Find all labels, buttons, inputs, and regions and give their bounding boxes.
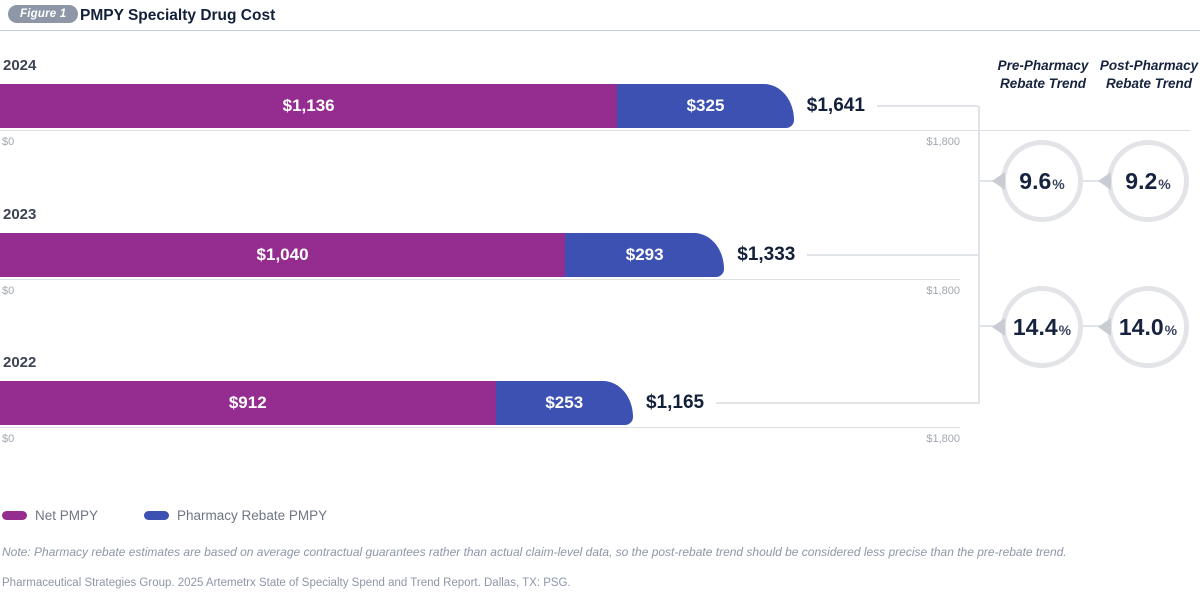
total-label-2024: $1,641 (806, 95, 865, 116)
axis-line-2023 (0, 279, 960, 280)
pre-rebate-trend-header: Pre-Pharmacy Rebate Trend (997, 58, 1089, 91)
bar-row-2023: 2023 $1,040 $293 $1,333 $0 $1,800 (0, 206, 978, 306)
pre-rebate-trend-value-2023: 14.4 (1012, 313, 1058, 340)
legend-item-net-pmpy: Net PMPY (2, 508, 98, 523)
rebate-value-label-2022: $253 (545, 393, 584, 412)
leader-line-2023 (807, 254, 978, 256)
circle-notch-icon (1098, 172, 1111, 190)
bar-2022: $912 $253 $1,165 (0, 381, 978, 425)
net-value-label-2022: $912 (228, 393, 267, 412)
year-label-2023: 2023 (3, 206, 37, 223)
figure-header: Figure 1 PMPY Specialty Drug Cost (0, 0, 1200, 31)
net-value-label-2024: $1,136 (282, 96, 335, 115)
axis-tick-max-2022: $1,800 (926, 433, 960, 445)
legend-label-net-pmpy: Net PMPY (35, 508, 99, 523)
axis-tick-min-2022: $0 (2, 433, 15, 445)
connector-circles-row1 (1082, 180, 1110, 182)
post-rebate-trend-value-2023: 14.0 (1118, 313, 1164, 340)
legend: Net PMPY Pharmacy Rebate PMPY (2, 508, 327, 523)
bar-segment-rebate-2023: $293 (565, 233, 725, 277)
figure-badge: Figure 1 (8, 5, 79, 23)
circle-notch-icon (992, 172, 1005, 190)
legend-label-pharmacy-rebate-pmpy: Pharmacy Rebate PMPY (177, 508, 328, 523)
bar-2023: $1,040 $293 $1,333 (0, 233, 978, 277)
post-rebate-trend-value-2024: 9.2 (1125, 167, 1158, 194)
connector-circles-row2 (1082, 325, 1110, 327)
pre-rebate-trend-value-2024: 9.6 (1019, 167, 1052, 194)
bar-segment-net-2022: $912 (0, 381, 496, 425)
percent-sign: % (1164, 322, 1178, 338)
percent-sign: % (1052, 176, 1065, 192)
post-rebate-trend-circle-2024: 9.2 % (1098, 140, 1189, 222)
year-label-2024: 2024 (3, 57, 37, 74)
rebate-value-label-2024: $325 (686, 96, 725, 115)
axis-tick-min-2024: $0 (2, 136, 15, 148)
bar-segment-rebate-2022: $253 (495, 381, 633, 425)
bar-2024: $1,136 $325 $1,641 (0, 84, 978, 128)
bar-row-2024: 2024 $1,136 $325 $1,641 $0 $1,800 (0, 57, 1190, 157)
axis-line-2024 (0, 130, 1190, 131)
axis-line-2022 (0, 427, 960, 428)
pre-rebate-trend-circle-2024: 9.6 % (992, 140, 1083, 222)
pre-rebate-trend-circle-2023: 14.4 % (992, 286, 1083, 368)
bar-row-2022: 2022 $912 $253 $1,165 $0 $1,800 (0, 354, 978, 454)
post-rebate-trend-circle-2023: 14.0 % (1098, 286, 1189, 368)
circle-notch-icon (992, 318, 1005, 336)
axis-tick-min-2023: $0 (2, 285, 15, 297)
footnote: Note: Pharmacy rebate estimates are base… (2, 545, 1067, 559)
bar-segment-net-2023: $1,040 (0, 233, 566, 277)
total-label-2023: $1,333 (737, 244, 796, 265)
legend-item-pharmacy-rebate-pmpy: Pharmacy Rebate PMPY (144, 508, 327, 523)
bar-segment-rebate-2024: $325 (617, 84, 794, 128)
total-label-2022: $1,165 (645, 392, 705, 413)
leader-line-2024 (876, 105, 978, 107)
axis-tick-max-2024: $1,800 (926, 136, 960, 148)
axis-tick-max-2023: $1,800 (926, 285, 960, 297)
percent-sign: % (1058, 322, 1072, 338)
source-citation: Pharmaceutical Strategies Group. 2025 Ar… (2, 577, 571, 589)
leader-line-2022 (716, 402, 978, 404)
year-label-2022: 2022 (3, 354, 37, 371)
post-rebate-trend-header: Post-Pharmacy Rebate Trend (1099, 58, 1199, 91)
percent-sign: % (1158, 176, 1171, 192)
circle-notch-icon (1098, 318, 1111, 336)
figure-title: PMPY Specialty Drug Cost (80, 7, 276, 24)
rebate-value-label-2023: $293 (625, 245, 664, 264)
pharmacy-rebate-pmpy-swatch (144, 511, 170, 520)
net-value-label-2023: $1,040 (256, 245, 309, 264)
bar-segment-net-2024: $1,136 (0, 84, 618, 128)
net-pmpy-swatch (2, 511, 27, 520)
bracket-vertical-line (978, 106, 980, 404)
